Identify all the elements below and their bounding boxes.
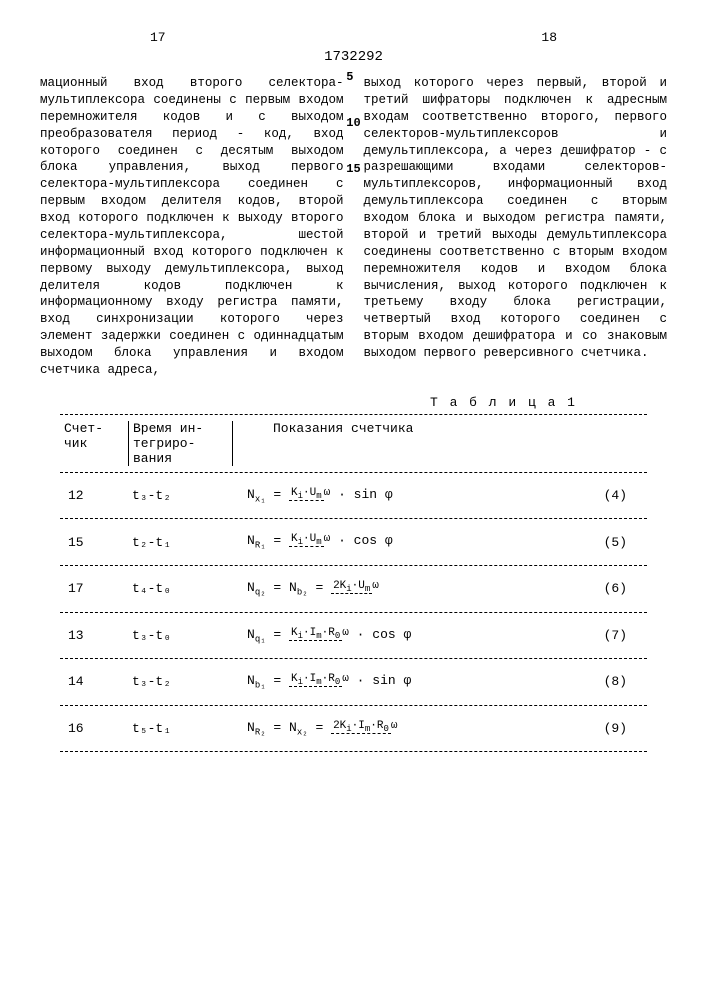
cell-counter: 17 xyxy=(60,581,128,596)
th-time: Время ин- тегриро- вания xyxy=(129,421,233,466)
equation-number: (9) xyxy=(567,721,647,736)
cell-formula: NR₂ = Nx₂ = 2Ki·Im·R0ω (9) xyxy=(227,720,647,738)
equation-number: (7) xyxy=(567,628,647,643)
cell-time: t₄-t₀ xyxy=(128,581,227,596)
cell-counter: 15 xyxy=(60,535,128,550)
page-num-right: 18 xyxy=(541,30,557,45)
page-num-left: 17 xyxy=(150,30,166,45)
cell-counter: 13 xyxy=(60,628,128,643)
cell-formula: Nq₁ = Ki·Im·R0ω · cos φ(7) xyxy=(227,627,647,645)
equation-number: (5) xyxy=(567,535,647,550)
cell-formula: NR₁ = Ki·Umω · cos φ(5) xyxy=(227,533,647,551)
marker-15: 15 xyxy=(346,162,360,176)
equation-number: (8) xyxy=(567,674,647,689)
cell-time: t₃-t₂ xyxy=(128,674,227,689)
cell-counter: 16 xyxy=(60,721,128,736)
right-column-text: выход которого через первый, второй и тр… xyxy=(364,75,668,379)
cell-time: t₃-t₂ xyxy=(128,488,227,503)
table-row: 15t₂-t₁NR₁ = Ki·Umω · cos φ(5) xyxy=(60,519,647,566)
table-row: 13t₃-t₀Nq₁ = Ki·Im·R0ω · cos φ(7) xyxy=(60,613,647,660)
equation-number: (4) xyxy=(567,488,647,503)
table-title: Т а б л и ц а 1 xyxy=(40,395,667,410)
marker-5: 5 xyxy=(346,70,360,84)
th-counter: Счет- чик xyxy=(60,421,129,466)
cell-time: t₃-t₀ xyxy=(128,628,227,643)
cell-time: t₅-t₁ xyxy=(128,721,227,736)
th-readings: Показания счетчика xyxy=(233,421,647,466)
equation-number: (6) xyxy=(567,581,647,596)
data-table: Счет- чик Время ин- тегриро- вания Показ… xyxy=(60,414,647,753)
line-markers: 5 10 15 xyxy=(346,70,360,208)
marker-10: 10 xyxy=(346,116,360,130)
cell-formula: Nb₁ = Ki·Im·R0ω · sin φ(8) xyxy=(227,673,647,691)
table-header: Счет- чик Время ин- тегриро- вания Показ… xyxy=(60,414,647,473)
left-column-text: мационный вход второго селектора-мультип… xyxy=(40,75,344,379)
table-row: 14t₃-t₂Nb₁ = Ki·Im·R0ω · sin φ(8) xyxy=(60,659,647,706)
table-row: 16t₅-t₁NR₂ = Nx₂ = 2Ki·Im·R0ω (9) xyxy=(60,706,647,753)
table-row: 17t₄-t₀Nq₂ = Nb₂ = 2Ki·Umω (6) xyxy=(60,566,647,613)
table-row: 12t₃-t₂Nx₁ = Ki·Umω · sin φ(4) xyxy=(60,473,647,520)
cell-formula: Nq₂ = Nb₂ = 2Ki·Umω (6) xyxy=(227,580,647,598)
cell-counter: 12 xyxy=(60,488,128,503)
cell-time: t₂-t₁ xyxy=(128,535,227,550)
cell-counter: 14 xyxy=(60,674,128,689)
cell-formula: Nx₁ = Ki·Umω · sin φ(4) xyxy=(227,487,647,505)
document-id: 1732292 xyxy=(40,49,667,65)
